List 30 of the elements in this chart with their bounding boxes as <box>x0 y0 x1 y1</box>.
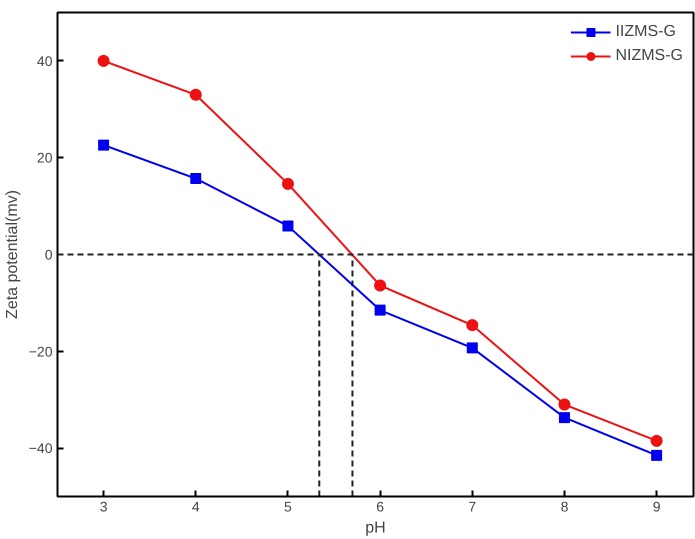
point <box>282 220 294 232</box>
x-tick-label: 6 <box>376 498 384 514</box>
x-tick-label: 4 <box>192 498 200 514</box>
x-tick-label: 3 <box>100 498 108 514</box>
point <box>651 450 662 461</box>
point <box>374 304 386 316</box>
point <box>190 173 202 184</box>
point <box>98 54 110 67</box>
point <box>190 88 202 101</box>
legend-label: IIZMS-G <box>615 23 676 41</box>
legend-label: NIZMS-G <box>615 47 683 65</box>
x-tick-label: 8 <box>560 498 569 514</box>
x-tick-label: 9 <box>652 498 661 514</box>
point <box>374 279 386 292</box>
x-axis-title: pH <box>365 520 386 536</box>
y-tick-label: −40 <box>28 440 53 456</box>
point <box>282 178 294 190</box>
y-tick-label: 20 <box>36 150 53 166</box>
point <box>558 398 570 411</box>
y-tick-label: −20 <box>28 343 53 360</box>
x-tick-label: 5 <box>284 498 292 514</box>
y-tick-label: 0 <box>44 246 53 262</box>
point <box>558 412 570 424</box>
x-tick-label: 7 <box>468 498 476 514</box>
point <box>466 342 478 354</box>
y-tick-label: 40 <box>36 52 53 69</box>
point <box>98 140 110 151</box>
y-axis-title: Zeta potential(mv) <box>4 190 21 319</box>
point <box>466 319 478 332</box>
point <box>650 434 663 447</box>
